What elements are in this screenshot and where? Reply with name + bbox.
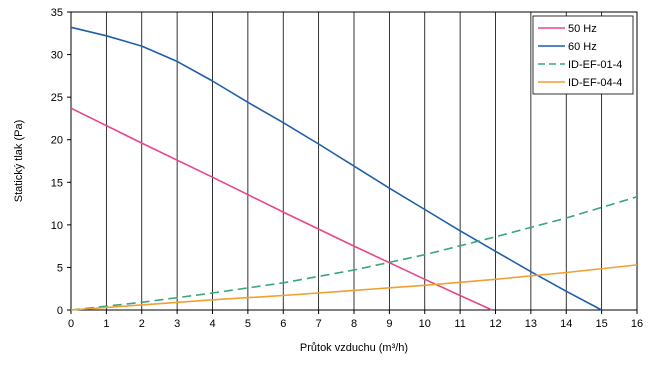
series-line-3 — [70, 264, 638, 311]
x-tick-label: 12 — [489, 318, 501, 330]
legend-label-1: 60 Hz — [568, 41, 597, 53]
legend: 50 Hz 60 Hz ID-EF-01-4 ID-EF-04-4 — [532, 15, 634, 95]
y-tick-label: 0 — [57, 305, 63, 317]
series-line-0 — [70, 107, 493, 311]
y-tick-label: 15 — [51, 177, 63, 189]
x-tick-label: 5 — [245, 318, 251, 330]
x-tick-label: 6 — [280, 318, 286, 330]
x-tick-label: 11 — [454, 318, 465, 330]
legend-label-0: 50 Hz — [568, 23, 597, 35]
x-tick-label: 2 — [139, 318, 145, 330]
x-tick-label: 13 — [525, 318, 537, 330]
x-tick-label: 16 — [631, 318, 643, 330]
x-tick-label: 10 — [419, 318, 431, 330]
legend-label-3: ID-EF-04-4 — [568, 77, 622, 89]
x-tick-label: 15 — [596, 318, 608, 330]
series-line-1 — [70, 26, 602, 311]
y-tick-label: 5 — [57, 262, 63, 274]
legend-box — [532, 15, 634, 95]
x-tick-label: 9 — [386, 318, 392, 330]
x-tick-label: 1 — [103, 318, 109, 330]
x-tick-label: 7 — [316, 318, 322, 330]
legend-label-2: ID-EF-01-4 — [568, 59, 622, 71]
grid — [105, 12, 603, 310]
series-lines — [70, 26, 638, 311]
y-tick-label: 20 — [51, 135, 63, 147]
y-axis-label: Statický tlak (Pa) — [13, 120, 25, 203]
y-tick-label: 30 — [51, 50, 63, 62]
x-tick-label: 3 — [174, 318, 180, 330]
y-tick-label: 25 — [51, 92, 63, 104]
series-line-2 — [70, 196, 638, 311]
x-tick-label: 4 — [209, 318, 215, 330]
x-tick-label: 8 — [351, 318, 357, 330]
y-tick-label: 10 — [51, 220, 63, 232]
x-tick-label: 0 — [68, 318, 74, 330]
y-tick-label: 35 — [51, 7, 63, 19]
x-tick-label: 14 — [560, 318, 572, 330]
x-axis-label: Průtok vzduchu (m³/h) — [300, 342, 408, 354]
